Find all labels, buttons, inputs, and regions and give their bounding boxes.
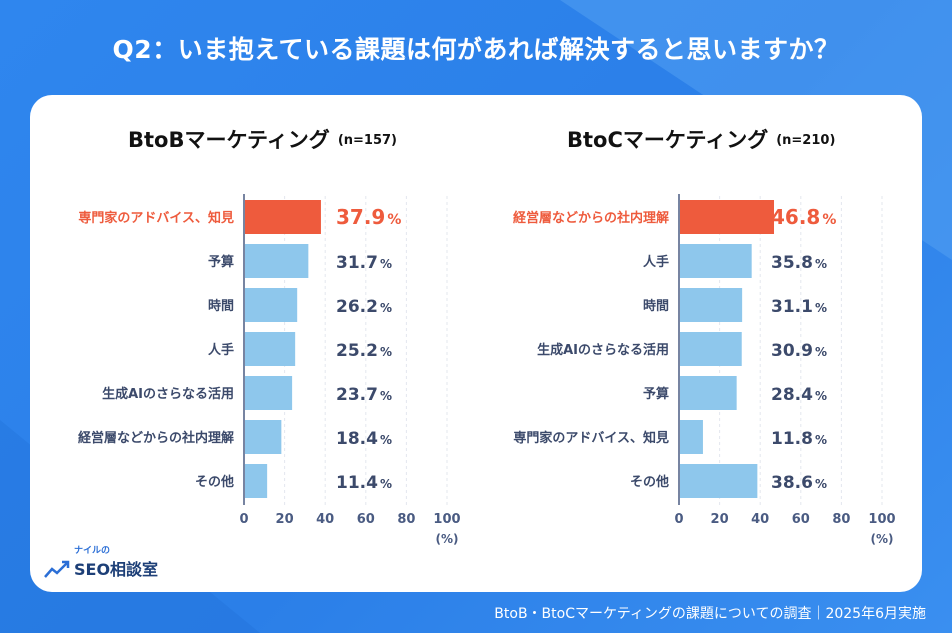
- btob-value-label: 31.7%: [336, 253, 392, 273]
- btob-value-label: 25.2%: [336, 341, 392, 361]
- seo-consultation-logo: ナイルの SEO相談室: [44, 543, 174, 583]
- btoc-bar-chart: 経営層などからの社内理解 46.8 % 人手 35.8 % 時間 31.1 % 生成AIのさらなる…: [513, 194, 896, 546]
- logo-small-text: ナイルの: [74, 546, 111, 556]
- left-panel-title: BtoBマーケティング (n=157): [128, 124, 397, 154]
- btob-x-unit-label: (%): [436, 532, 459, 546]
- btoc-x-tick-label: 20: [711, 512, 729, 527]
- btob-value-label: 18.4%: [336, 429, 392, 449]
- btob-category-label: 時間: [208, 298, 234, 314]
- btoc-bar: [680, 200, 775, 234]
- btoc-value-label: 11.8%: [771, 429, 827, 449]
- btoc-value-label: 46.8%: [771, 205, 836, 229]
- btoc-value-label: 30.9%: [771, 341, 827, 361]
- btob-x-tick-label: 0: [239, 512, 248, 527]
- chart-trend-icon: [44, 560, 70, 578]
- btob-category-label: その他: [195, 474, 234, 490]
- btob-x-tick-label: 80: [397, 512, 415, 527]
- btoc-category-label: 予算: [643, 386, 669, 402]
- btoc-bar: [680, 332, 742, 366]
- right-sample-size: (n=210): [776, 133, 836, 148]
- btob-category-label: 専門家のアドバイス、知見: [78, 210, 234, 226]
- btoc-value-label: 38.6%: [771, 473, 827, 493]
- btoc-x-tick-label: 0: [674, 512, 683, 527]
- btob-x-tick-label: 60: [357, 512, 375, 527]
- left-chart-title: BtoBマーケティング: [128, 128, 330, 152]
- btoc-category-label: その他: [630, 474, 669, 490]
- btob-bar: [245, 332, 296, 366]
- btoc-bar: [680, 464, 758, 498]
- btob-bar: [245, 464, 268, 498]
- btoc-bar: [680, 244, 752, 278]
- btob-bar: [245, 244, 309, 278]
- page-title: Q2：いま抱えている課題は何があれば解決すると思いますか？: [112, 35, 840, 64]
- btoc-bar: [680, 376, 737, 410]
- btob-value-label: 37.9%: [336, 205, 401, 229]
- btoc-category-label: 時間: [643, 298, 669, 314]
- btob-x-tick-label: 100: [433, 512, 460, 527]
- btoc-x-unit-label: (%): [871, 532, 894, 546]
- btob-bar-chart: 専門家のアドバイス、知見 37.9 % 予算 31.7 % 時間 26.2 % 人手 25.2 % 生成…: [78, 194, 461, 546]
- btob-bar: [245, 376, 293, 410]
- btoc-value-label: 31.1%: [771, 297, 827, 317]
- btob-bar: [245, 420, 282, 454]
- left-sample-size: (n=157): [337, 133, 397, 148]
- right-chart-title: BtoCマーケティング: [567, 128, 769, 152]
- btoc-x-tick-label: 40: [751, 512, 769, 527]
- btob-value-label: 23.7%: [336, 385, 392, 405]
- btoc-category-label: 経営層などからの社内理解: [513, 210, 669, 226]
- btob-bar: [245, 288, 298, 322]
- btoc-x-tick-label: 100: [868, 512, 895, 527]
- btob-category-label: 経営層などからの社内理解: [78, 430, 234, 446]
- btob-value-label: 26.2%: [336, 297, 392, 317]
- btob-x-tick-label: 40: [316, 512, 334, 527]
- logo-main-text: SEO相談室: [74, 560, 159, 579]
- btoc-value-label: 28.4%: [771, 385, 827, 405]
- btoc-category-label: 人手: [643, 254, 669, 270]
- btoc-category-label: 専門家のアドバイス、知見: [513, 430, 669, 446]
- btob-x-tick-label: 20: [276, 512, 294, 527]
- btoc-value-label: 35.8%: [771, 253, 827, 273]
- right-panel-title: BtoCマーケティング (n=210): [567, 124, 835, 154]
- btoc-bar: [680, 420, 703, 454]
- btoc-x-tick-label: 60: [792, 512, 810, 527]
- btob-bar: [245, 200, 321, 234]
- btob-category-label: 人手: [208, 342, 234, 358]
- survey-footer: BtoB・BtoCマーケティングの課題についての調査｜2025年6月実施: [494, 606, 926, 622]
- btoc-bar: [680, 288, 743, 322]
- btoc-x-tick-label: 80: [832, 512, 850, 527]
- chart-card: [30, 95, 922, 592]
- btob-value-label: 11.4%: [336, 473, 392, 493]
- btob-category-label: 予算: [208, 254, 234, 270]
- btoc-category-label: 生成AIのさらなる活用: [537, 342, 669, 358]
- btob-category-label: 生成AIのさらなる活用: [102, 386, 234, 402]
